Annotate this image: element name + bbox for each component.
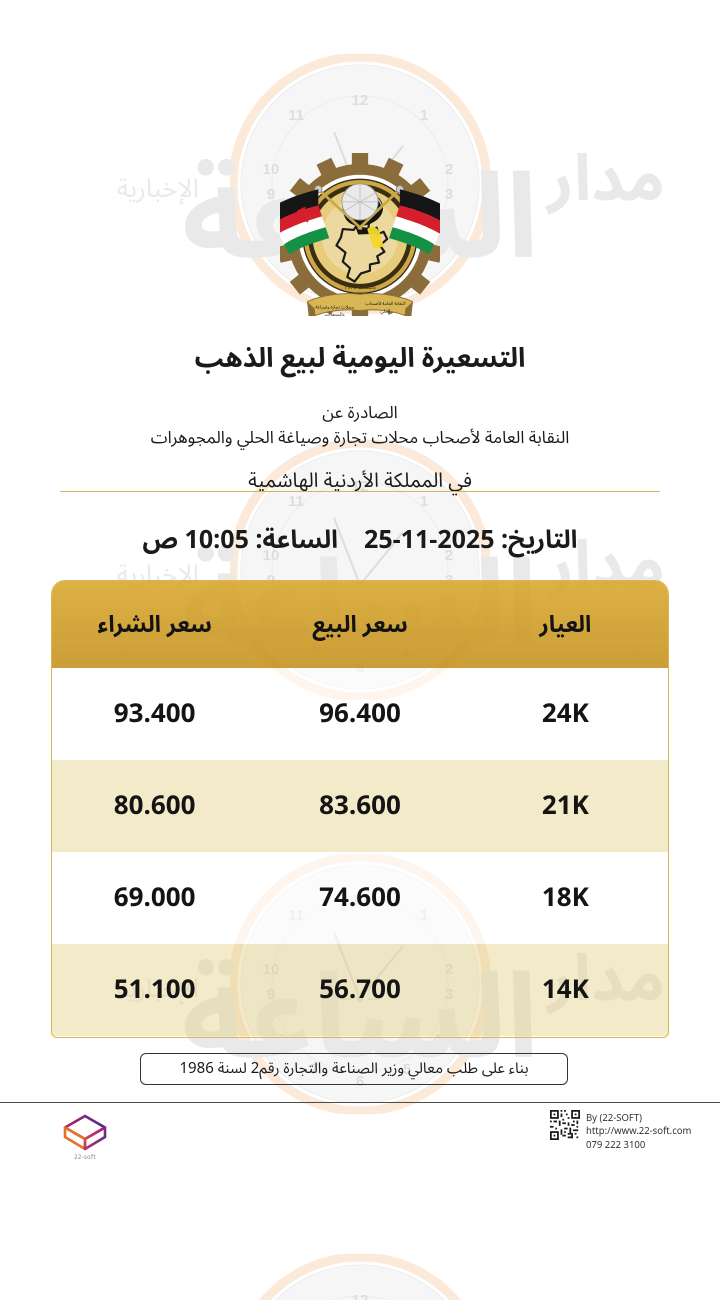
svg-text:تأسست 1973: تأسست 1973 [344,283,376,294]
svg-text:والجوهرات: والجوهرات [325,311,345,316]
svg-text:الحلي: الحلي [380,307,390,316]
